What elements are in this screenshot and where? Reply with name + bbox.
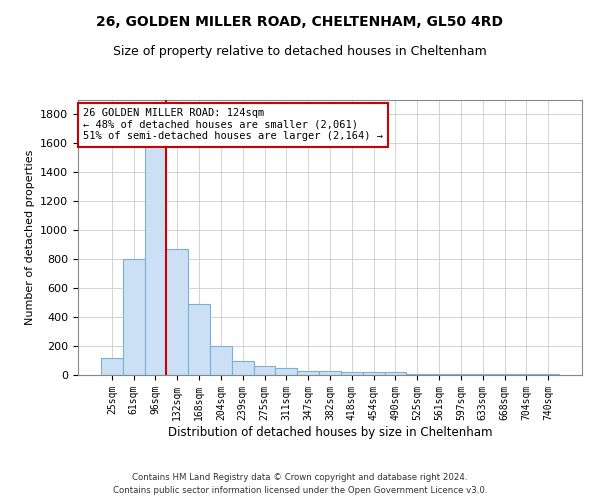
Bar bbox=[494, 374, 515, 375]
Text: Size of property relative to detached houses in Cheltenham: Size of property relative to detached ho… bbox=[113, 45, 487, 58]
Bar bbox=[166, 249, 188, 375]
Bar bbox=[145, 139, 166, 375]
Bar bbox=[232, 360, 254, 375]
Bar bbox=[428, 374, 450, 375]
Bar bbox=[363, 372, 385, 375]
Bar bbox=[123, 259, 145, 375]
Bar bbox=[188, 304, 210, 375]
Bar bbox=[472, 374, 494, 375]
Bar bbox=[450, 374, 472, 375]
Bar bbox=[297, 370, 319, 375]
Bar bbox=[101, 358, 123, 375]
Bar bbox=[406, 374, 428, 375]
Bar bbox=[515, 374, 537, 375]
Bar bbox=[341, 372, 363, 375]
Bar bbox=[537, 374, 559, 375]
Bar bbox=[210, 346, 232, 375]
Text: 26, GOLDEN MILLER ROAD, CHELTENHAM, GL50 4RD: 26, GOLDEN MILLER ROAD, CHELTENHAM, GL50… bbox=[97, 15, 503, 29]
X-axis label: Distribution of detached houses by size in Cheltenham: Distribution of detached houses by size … bbox=[168, 426, 492, 438]
Text: 26 GOLDEN MILLER ROAD: 124sqm
← 48% of detached houses are smaller (2,061)
51% o: 26 GOLDEN MILLER ROAD: 124sqm ← 48% of d… bbox=[83, 108, 383, 142]
Bar bbox=[319, 372, 341, 375]
Bar bbox=[275, 368, 297, 375]
Bar bbox=[254, 366, 275, 375]
Text: Contains HM Land Registry data © Crown copyright and database right 2024.
Contai: Contains HM Land Registry data © Crown c… bbox=[113, 474, 487, 495]
Bar bbox=[385, 372, 406, 375]
Y-axis label: Number of detached properties: Number of detached properties bbox=[25, 150, 35, 325]
